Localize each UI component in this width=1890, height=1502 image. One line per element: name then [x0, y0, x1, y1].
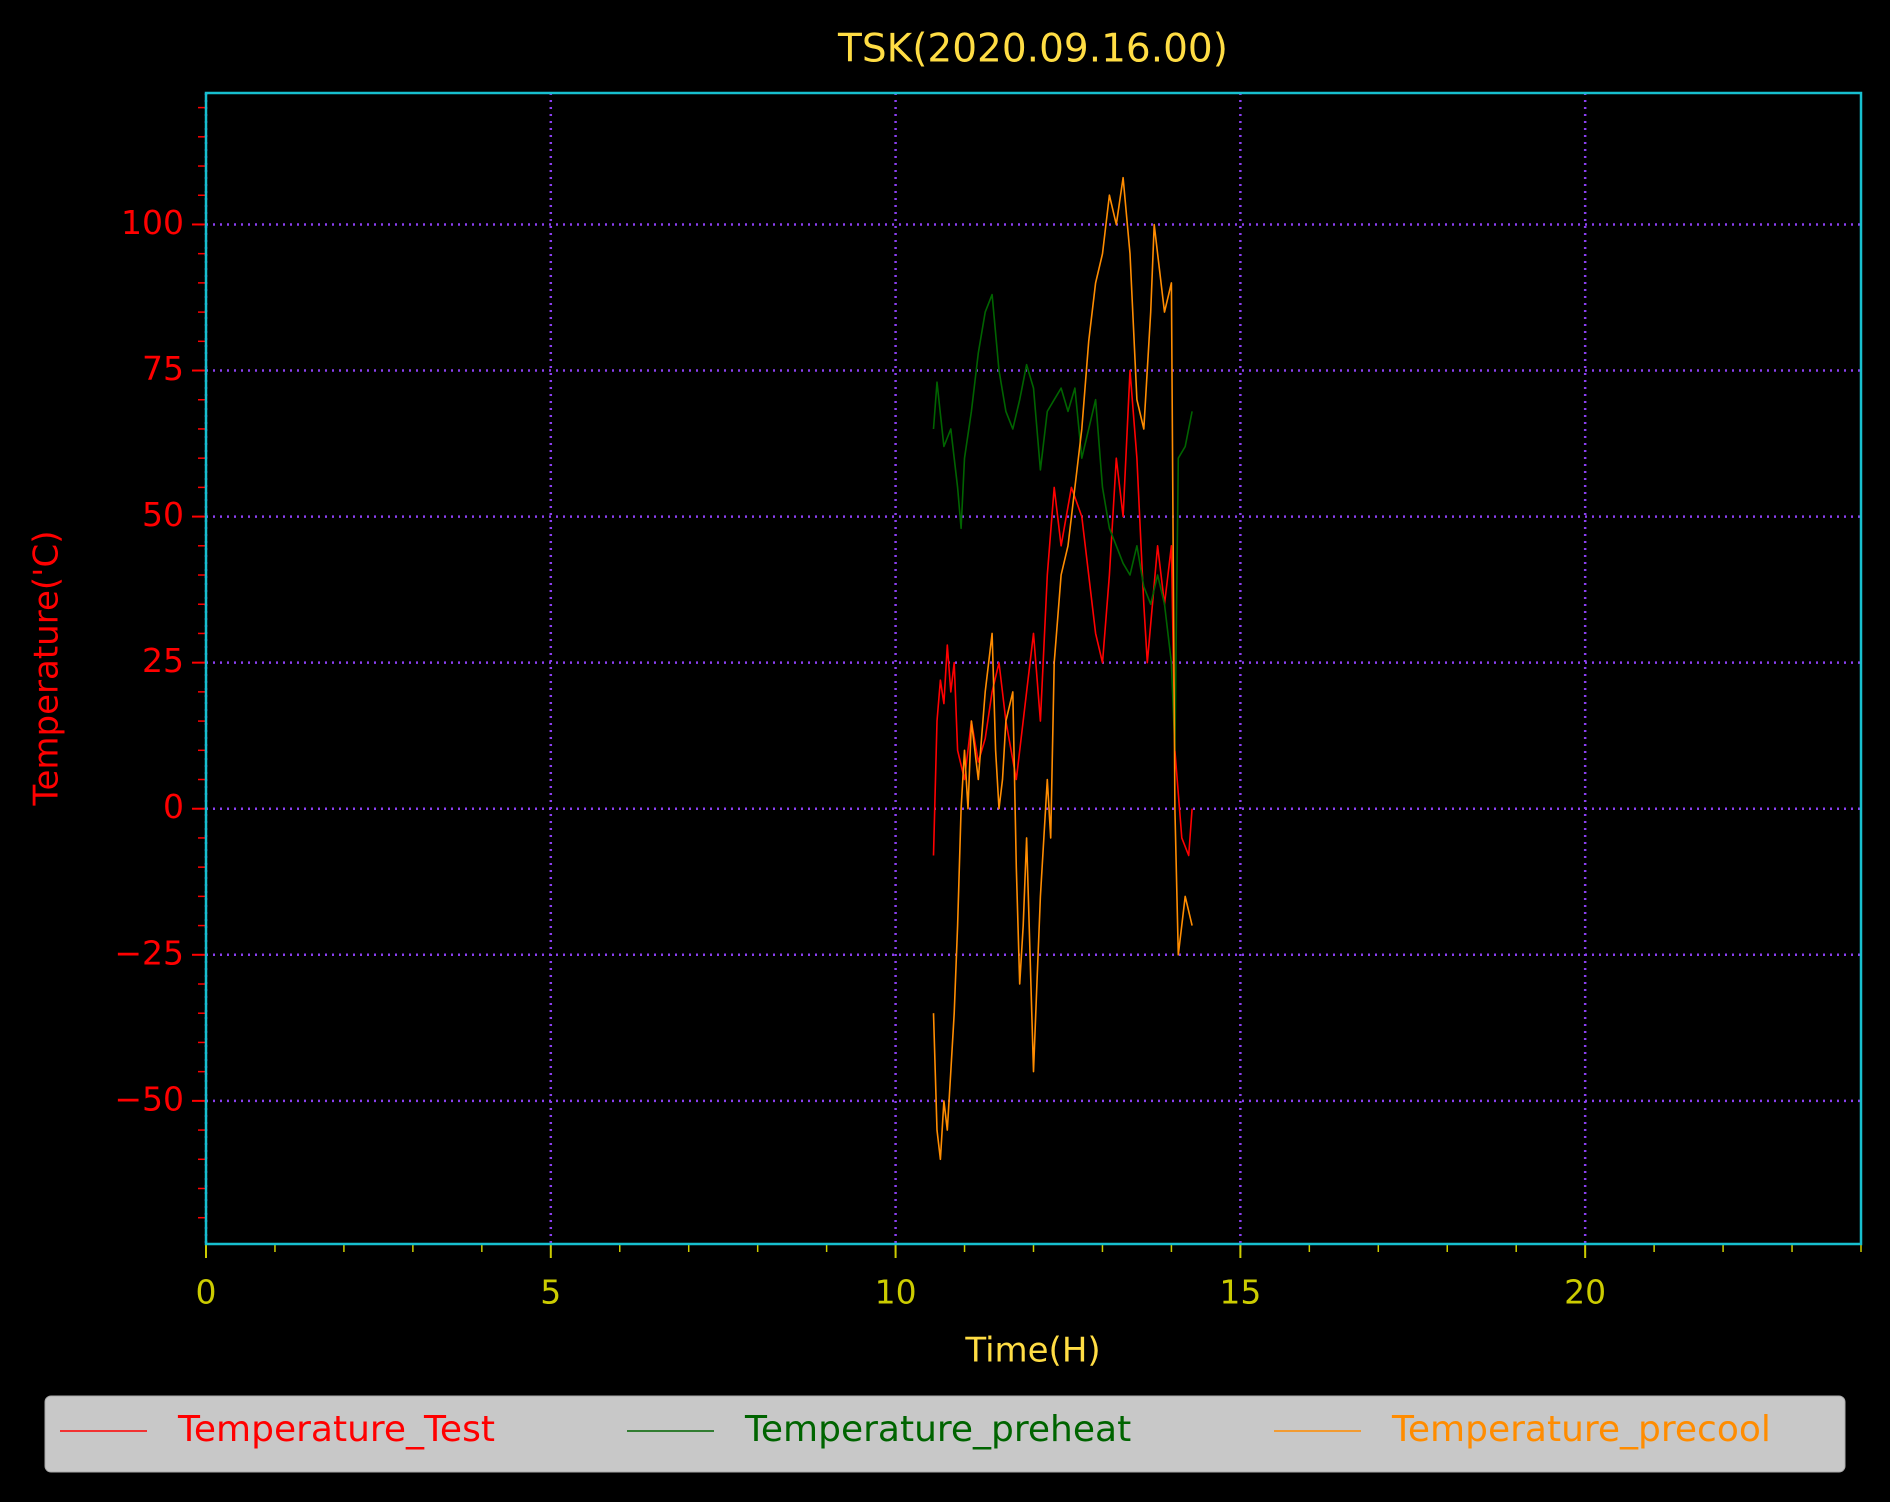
y-tick-label: 50: [142, 495, 184, 534]
legend-box: [44, 1395, 1846, 1473]
x-tick-label: 10: [875, 1273, 917, 1312]
y-tick-label: 25: [142, 641, 184, 680]
series-line: [932, 369, 1193, 857]
y-axis-label: Temperature('C): [27, 531, 67, 807]
y-tick-label: −25: [114, 933, 184, 972]
x-axis-label: Time(H): [964, 1331, 1100, 1371]
series-line: [932, 176, 1193, 1161]
x-tick-label: 20: [1564, 1273, 1606, 1312]
x-tick-label: 0: [196, 1273, 217, 1312]
y-tick-label: 75: [142, 349, 184, 388]
y-tick-label: −50: [114, 1079, 184, 1118]
series-line: [932, 293, 1193, 752]
legend-label: Temperature_precool: [1391, 1409, 1771, 1450]
y-tick-label: 0: [163, 787, 184, 826]
x-tick-label: 5: [540, 1273, 561, 1312]
x-tick-label: 15: [1219, 1273, 1261, 1312]
chart-title: TSK(2020.09.16.00): [837, 27, 1228, 72]
legend-label: Temperature_Test: [177, 1409, 495, 1450]
plot-frame: [204, 91, 1863, 1246]
y-tick-label: 100: [121, 203, 184, 242]
legend-label: Temperature_preheat: [744, 1409, 1131, 1450]
